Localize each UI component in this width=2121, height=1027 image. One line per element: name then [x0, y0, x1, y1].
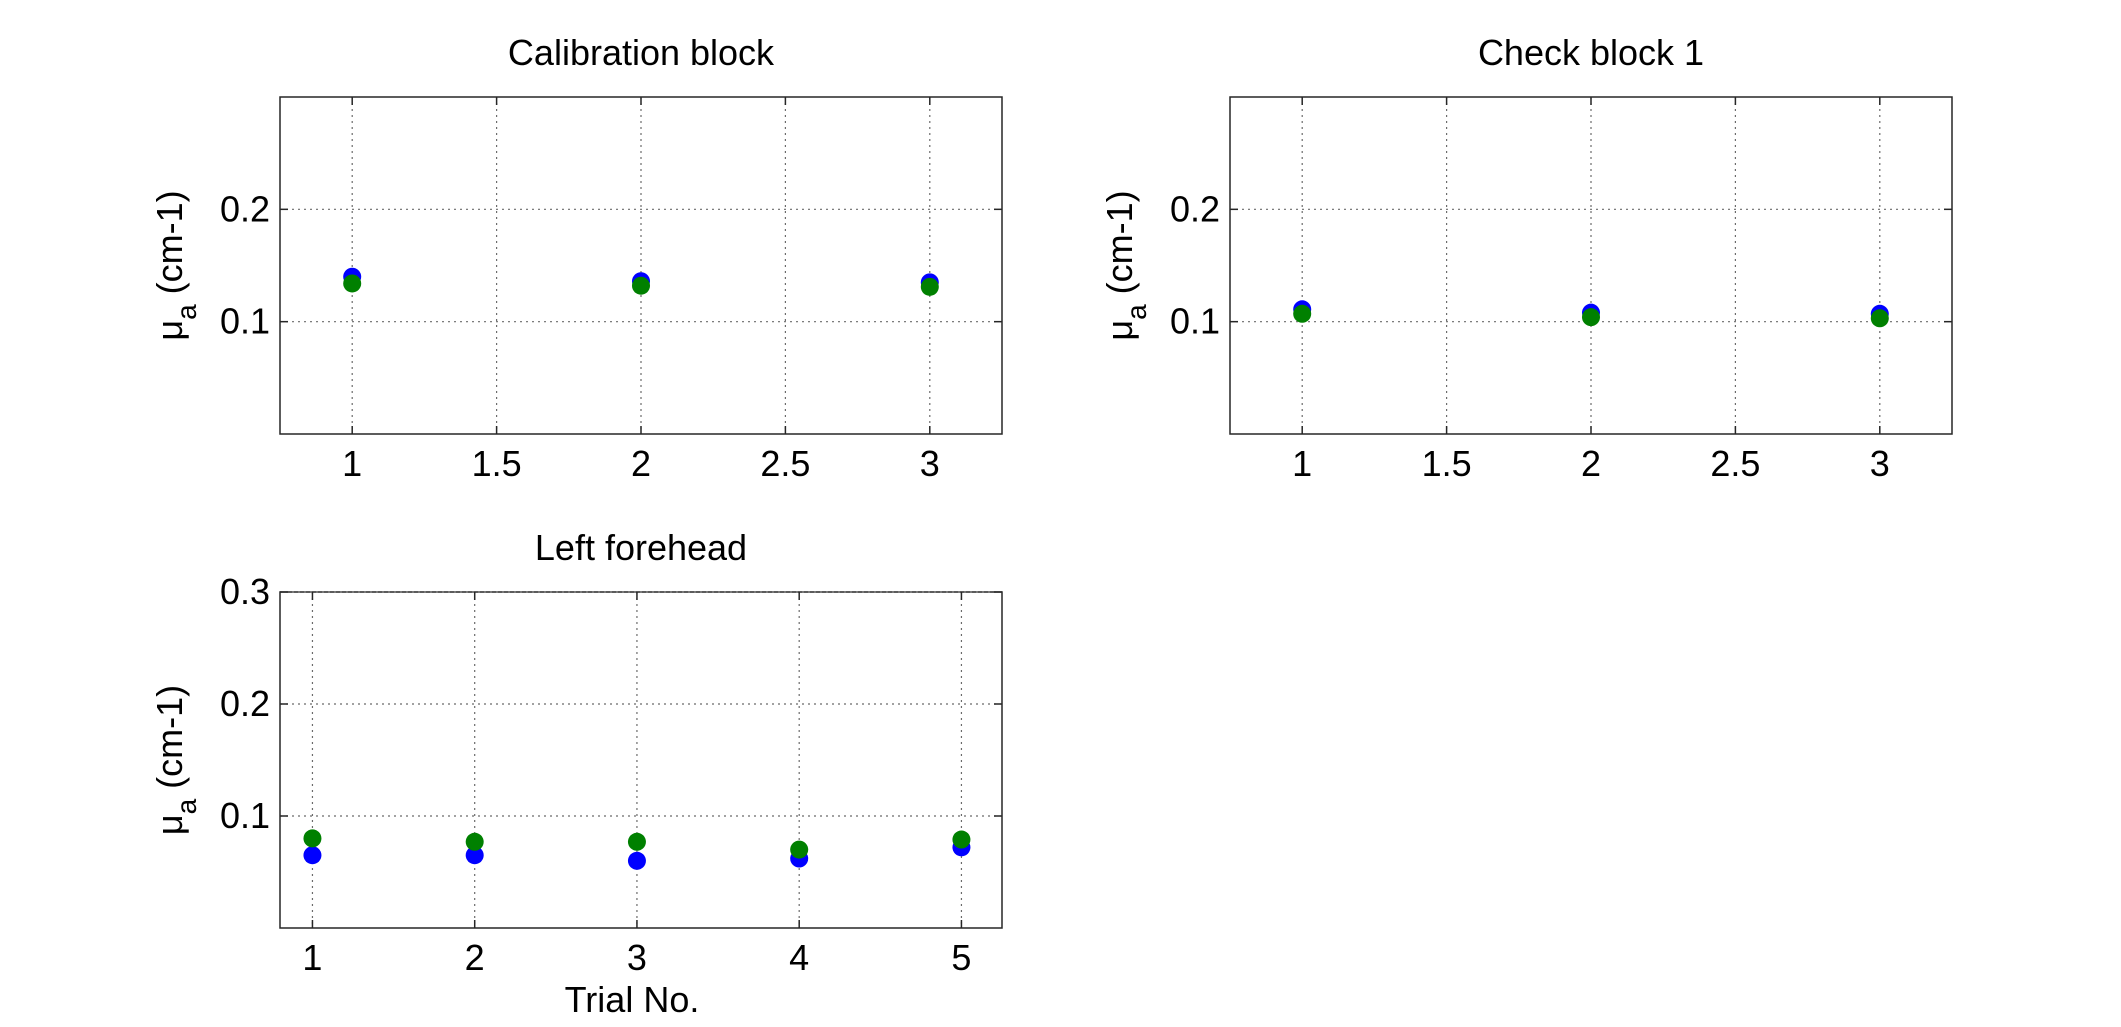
data-point-series-2 — [1293, 304, 1312, 323]
x-axis-label: Trial No. — [565, 979, 700, 1020]
chart-panel-1: 1 1.5 2 2.5 3 0.1 0.2 Calibration block μa (cm-1… — [149, 32, 1003, 484]
y-tick-label: 0.2 — [220, 683, 270, 724]
y-axis-label-symbol: μ — [1099, 320, 1140, 341]
chart-title: Calibration block — [508, 32, 775, 73]
data-point-series-2 — [920, 277, 939, 296]
data-point-series-2 — [343, 274, 362, 293]
data-point-series-1 — [465, 846, 484, 865]
data-point-series-2 — [632, 276, 650, 295]
x-tick-label: 2 — [465, 937, 485, 978]
x-tick-label: 1.5 — [472, 443, 522, 484]
data-point-series-1 — [303, 846, 322, 865]
chart-title: Left forehead — [535, 527, 747, 568]
data-point-series-2 — [1582, 308, 1600, 327]
y-axis-label-symbol: μ — [149, 320, 190, 341]
data-point-series-2 — [465, 832, 484, 851]
chart-panel-2: 1 1.5 2 2.5 3 0.1 0.2 Check block 1 μa (cm-1) — [1099, 32, 1953, 484]
x-tick-label: 3 — [920, 443, 940, 484]
y-axis-label-unit: (cm-1) — [1099, 190, 1140, 304]
y-axis-label-subscript: a — [1121, 304, 1152, 320]
y-axis-label-unit: (cm-1) — [149, 190, 190, 304]
y-tick-label: 0.1 — [220, 795, 270, 836]
x-tick-label: 3 — [627, 937, 647, 978]
x-tick-label: 2.5 — [760, 443, 810, 484]
x-tick-label: 4 — [789, 937, 809, 978]
chart-panel-3: 1 2 3 4 5 0.1 0.2 0.3 Left forehead μa (cm-1) Tria… — [149, 527, 1003, 1020]
data-point-series-2 — [627, 832, 646, 851]
x-tick-label: 2 — [631, 443, 651, 484]
y-axis-label: μa (cm-1) — [1099, 190, 1152, 340]
x-tick-label: 1 — [302, 937, 322, 978]
x-tick-label: 2 — [1581, 443, 1601, 484]
x-tick-label: 2.5 — [1710, 443, 1760, 484]
data-point-series-2 — [303, 829, 322, 848]
y-tick-label: 0.2 — [220, 188, 270, 229]
y-axis-label-unit: (cm-1) — [149, 685, 190, 799]
y-axis-label-subscript: a — [171, 304, 202, 320]
y-tick-label: 0.1 — [1170, 301, 1220, 342]
x-tick-label: 3 — [1870, 443, 1890, 484]
y-tick-label: 0.1 — [220, 301, 270, 342]
y-axis-label: μa (cm-1) — [149, 685, 202, 835]
data-point-series-2 — [952, 830, 971, 849]
y-axis-label-symbol: μ — [149, 814, 190, 835]
y-tick-label: 0.3 — [220, 571, 270, 612]
x-tick-label: 1 — [1292, 443, 1312, 484]
y-tick-label: 0.2 — [1170, 188, 1220, 229]
y-axis-label: μa (cm-1) — [149, 190, 202, 340]
data-point-series-2 — [790, 840, 809, 859]
x-tick-label: 1.5 — [1422, 443, 1472, 484]
x-tick-label: 5 — [951, 937, 971, 978]
chart-title: Check block 1 — [1478, 32, 1704, 73]
plot-area — [279, 591, 1003, 929]
y-axis-label-subscript: a — [171, 798, 202, 814]
data-point-series-2 — [1870, 309, 1889, 328]
x-tick-label: 1 — [342, 443, 362, 484]
data-point-series-1 — [627, 851, 646, 870]
